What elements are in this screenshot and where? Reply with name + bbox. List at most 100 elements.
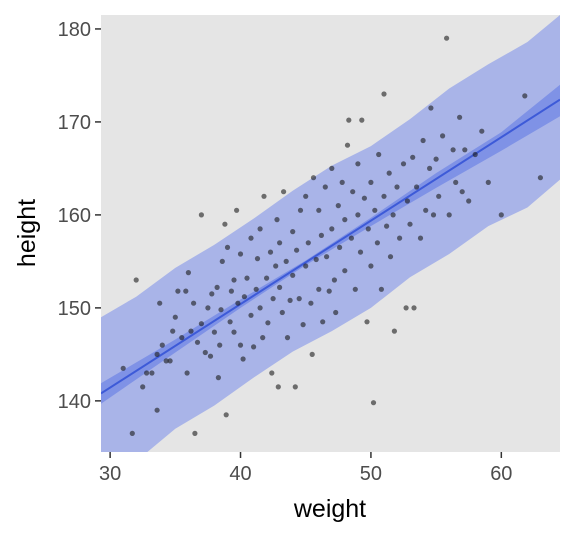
data-point bbox=[453, 179, 459, 185]
data-point bbox=[410, 154, 416, 160]
data-point bbox=[386, 170, 392, 176]
y-tick-label: 160 bbox=[58, 205, 91, 227]
data-point bbox=[228, 288, 234, 294]
data-point bbox=[472, 151, 478, 158]
data-point bbox=[261, 193, 267, 199]
data-point bbox=[316, 207, 322, 213]
data-point bbox=[364, 319, 370, 325]
data-point bbox=[198, 321, 204, 327]
data-point bbox=[320, 319, 326, 325]
data-point bbox=[198, 212, 204, 218]
data-point bbox=[251, 344, 257, 350]
data-point bbox=[235, 300, 241, 306]
data-point bbox=[342, 268, 348, 274]
data-point bbox=[257, 226, 263, 232]
data-point bbox=[240, 356, 246, 362]
data-point bbox=[175, 288, 181, 294]
data-point bbox=[294, 247, 300, 253]
data-point bbox=[154, 351, 160, 357]
data-point bbox=[374, 240, 380, 246]
data-point bbox=[384, 223, 390, 229]
data-point bbox=[264, 275, 270, 281]
data-point bbox=[479, 128, 485, 134]
data-point bbox=[387, 254, 394, 260]
data-point bbox=[273, 263, 279, 269]
y-tick-label: 140 bbox=[58, 391, 91, 413]
data-point bbox=[381, 193, 387, 199]
data-point bbox=[359, 117, 365, 123]
data-point bbox=[427, 165, 433, 171]
data-point bbox=[205, 305, 211, 311]
data-point bbox=[154, 407, 160, 413]
data-point bbox=[159, 342, 165, 348]
data-point bbox=[214, 284, 220, 290]
data-point bbox=[231, 329, 237, 335]
data-point bbox=[404, 198, 410, 204]
data-point bbox=[462, 147, 468, 153]
data-point bbox=[342, 217, 348, 223]
y-tick-label: 170 bbox=[58, 112, 91, 134]
y-tick-label: 180 bbox=[58, 19, 91, 41]
data-point bbox=[279, 309, 285, 316]
data-point bbox=[397, 235, 403, 241]
data-point bbox=[446, 212, 452, 218]
data-point bbox=[308, 300, 314, 306]
data-point bbox=[322, 184, 328, 190]
data-point bbox=[350, 189, 356, 195]
data-point bbox=[269, 370, 275, 376]
data-point bbox=[183, 288, 189, 294]
data-point bbox=[423, 207, 429, 213]
data-point bbox=[324, 254, 330, 260]
data-point bbox=[184, 370, 190, 376]
data-point bbox=[372, 207, 378, 213]
data-point bbox=[290, 272, 296, 278]
data-point bbox=[310, 175, 317, 181]
data-point bbox=[303, 193, 309, 199]
data-point bbox=[522, 93, 528, 99]
data-point bbox=[163, 358, 169, 364]
mean-interval-band bbox=[101, 84, 560, 404]
data-point bbox=[257, 305, 263, 311]
data-point bbox=[331, 277, 337, 283]
y-axis-title: height bbox=[13, 199, 41, 267]
data-point bbox=[485, 179, 491, 185]
data-point bbox=[227, 319, 233, 325]
data-point bbox=[290, 229, 296, 235]
data-point bbox=[179, 335, 185, 341]
data-point bbox=[333, 309, 339, 316]
data-point bbox=[275, 384, 281, 390]
data-point bbox=[209, 291, 215, 297]
data-point bbox=[428, 105, 434, 111]
data-point bbox=[241, 294, 247, 300]
data-point bbox=[365, 226, 371, 232]
data-point bbox=[172, 314, 178, 320]
data-point bbox=[284, 335, 291, 341]
data-point bbox=[394, 184, 400, 190]
data-point bbox=[191, 300, 197, 306]
data-point bbox=[300, 322, 306, 328]
x-tick-label: 50 bbox=[360, 463, 382, 485]
data-point bbox=[237, 251, 244, 257]
regression-line bbox=[101, 98, 560, 395]
data-point bbox=[430, 212, 437, 218]
prediction-interval-band bbox=[101, 15, 560, 452]
data-point bbox=[218, 307, 224, 313]
data-point bbox=[348, 235, 354, 241]
data-point bbox=[400, 161, 407, 167]
data-point bbox=[296, 296, 302, 302]
data-point bbox=[133, 277, 139, 283]
data-points bbox=[120, 35, 544, 436]
data-point bbox=[436, 193, 442, 199]
data-point bbox=[450, 147, 456, 153]
data-point bbox=[355, 161, 361, 167]
data-point bbox=[292, 384, 298, 390]
data-point bbox=[129, 430, 135, 436]
data-point bbox=[335, 203, 341, 209]
x-axis: 30 40 50 60 bbox=[99, 452, 512, 485]
data-point bbox=[167, 358, 173, 364]
data-point bbox=[244, 275, 250, 281]
data-point bbox=[215, 375, 221, 381]
data-point bbox=[391, 328, 397, 334]
data-point bbox=[346, 117, 352, 123]
